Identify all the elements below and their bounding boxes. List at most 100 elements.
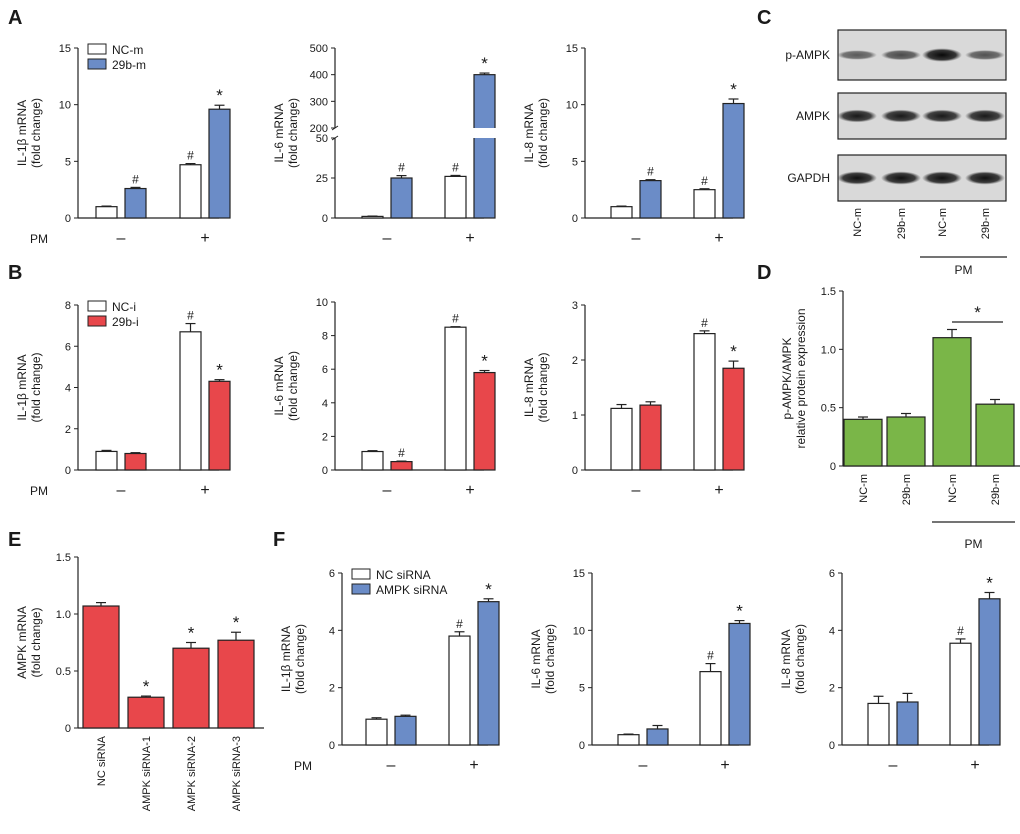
blot-band	[837, 109, 877, 123]
significance-hash: #	[456, 617, 463, 631]
legend-swatch	[87, 43, 107, 55]
significance-star: *	[736, 602, 743, 621]
y-axis-label: IL-1β mRNA(fold change)	[15, 352, 43, 422]
y-tick-label: 2	[572, 355, 578, 367]
y-axis-label-line: p-AMPK/AMPK	[780, 337, 794, 419]
blot-band	[881, 171, 921, 185]
bar	[124, 452, 147, 471]
y-tick-label: 300	[310, 96, 328, 108]
blot-lane-label: NC-m	[937, 208, 949, 237]
y-tick-label: 4	[65, 383, 71, 395]
bar	[477, 601, 500, 746]
significance-star: *	[481, 352, 488, 371]
bar	[693, 189, 716, 219]
significance-hash: #	[132, 172, 139, 186]
y-tick-label: 4	[322, 398, 328, 410]
pm-group-label: PM	[955, 263, 973, 277]
significance-star: *	[986, 573, 993, 592]
y-tick-label: 500	[310, 43, 328, 55]
x-category-label: AMPK siRNA-3	[231, 736, 243, 811]
chart-a3: 0 5 10 15 # # * – + IL-8 mRNA(fold change)	[522, 43, 745, 247]
legend-swatch	[87, 58, 107, 70]
blot-lane-label: NC-m	[852, 208, 864, 237]
y-tick-label: 0	[322, 213, 328, 225]
panel-letter-d: D	[757, 262, 771, 284]
bar	[646, 728, 669, 746]
panel-letter-b: B	[8, 262, 22, 284]
y-axis-label-line: (fold change)	[536, 98, 550, 168]
y-axis-label: AMPK mRNA(fold change)	[15, 606, 43, 679]
chart-b3: 0 1 2 3 # * – + IL-8 mRNA(fold change)	[522, 300, 745, 499]
bar	[699, 671, 722, 746]
x-category-label: NC siRNA	[96, 735, 108, 786]
blot-band	[837, 50, 877, 60]
chart-b2: 0 2 4 6 8 10 # # * – + IL-6 mRNA(fold change)	[272, 297, 496, 499]
y-tick-label: 0	[829, 740, 835, 752]
legend-swatch	[351, 583, 371, 595]
y-tick-label: 15	[59, 43, 71, 55]
x-tick-label: –	[639, 757, 648, 774]
western-blot-panel: p-AMPK AMPK GAPDH NC-m 29b-m NC-m 29b-m PM	[785, 29, 1007, 277]
blot-row-label: GAPDH	[787, 171, 830, 185]
legend-swatch	[87, 315, 107, 327]
y-tick-label: 3	[572, 300, 578, 312]
y-tick-label: 1.0	[821, 344, 836, 356]
y-axis-label: IL-6 mRNA(fold change)	[272, 351, 300, 421]
legend-swatch	[351, 568, 371, 580]
x-tick-label: +	[465, 230, 474, 247]
legend-label: 29b-i	[112, 315, 139, 329]
significance-hash: #	[957, 624, 964, 638]
y-tick-label: 6	[65, 341, 71, 353]
bar	[722, 367, 745, 471]
significance-hash: #	[187, 309, 194, 323]
y-tick-label: 10	[59, 100, 71, 112]
y-axis-label-line: IL-6 mRNA	[272, 356, 286, 415]
bar	[95, 450, 118, 471]
blot-lane-label: 29b-m	[980, 208, 992, 239]
blot-band	[922, 171, 962, 185]
y-tick-label: 0	[329, 740, 335, 752]
chart-d: 0 0.5 1.0 1.5 NC-m 29b-m NC-m 29b-m * PM p-AMPK/AM…	[780, 286, 1020, 551]
significance-star: *	[233, 613, 240, 632]
x-category-label: NC-m	[947, 474, 959, 503]
y-axis-label-line: (fold change)	[29, 607, 43, 677]
bar	[896, 701, 919, 746]
legend-label: NC-i	[112, 300, 136, 314]
axis-break-gap	[472, 128, 497, 138]
bar	[932, 337, 972, 467]
y-tick-label: 10	[316, 297, 328, 309]
y-axis-label-line: AMPK mRNA	[15, 606, 29, 679]
y-axis-label-line: (fold change)	[793, 624, 807, 694]
y-axis-label: IL-8 mRNA(fold change)	[522, 352, 550, 422]
y-tick-label: 2	[65, 424, 71, 436]
x-tick-label: +	[720, 757, 729, 774]
y-tick-label: 1	[572, 410, 578, 422]
blot-row-label: p-AMPK	[785, 48, 830, 62]
significance-star: *	[974, 303, 981, 322]
x-category-label: AMPK siRNA-1	[141, 736, 153, 811]
blot-band	[881, 49, 921, 61]
x-tick-label: +	[714, 482, 723, 499]
y-axis-label-line: (fold change)	[293, 624, 307, 694]
blot-band	[837, 171, 877, 185]
y-axis-label-line: (fold change)	[286, 98, 300, 168]
pm-label: PM	[30, 484, 48, 498]
bar	[82, 605, 120, 729]
significance-star: *	[143, 677, 150, 696]
bar	[444, 175, 467, 219]
blot-band	[922, 109, 962, 123]
y-tick-label: 0	[572, 465, 578, 477]
y-tick-label: 0	[579, 740, 585, 752]
pm-group-label: PM	[965, 537, 983, 551]
significance-star: *	[216, 361, 223, 380]
bar	[448, 635, 471, 746]
blot-band	[965, 171, 1005, 185]
bar	[361, 450, 384, 471]
panel-letter-f: F	[273, 529, 285, 551]
y-axis-label-line: (fold change)	[286, 351, 300, 421]
y-axis-label-line: IL-1β mRNA	[15, 354, 29, 420]
panel-letters: A B C D E F	[8, 7, 771, 551]
